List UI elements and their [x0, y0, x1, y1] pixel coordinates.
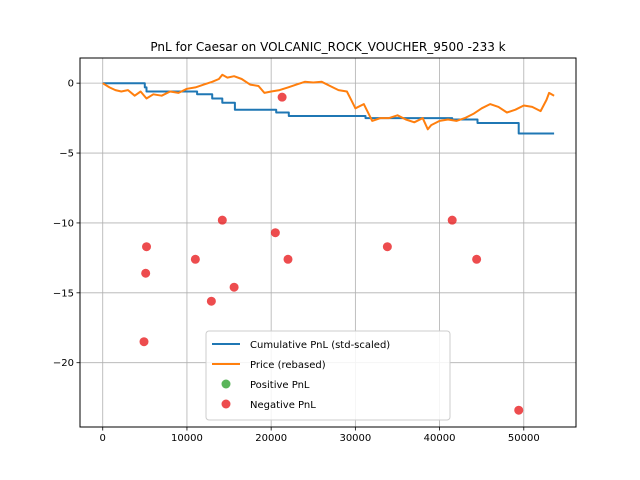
- x-tick-label: 40000: [424, 433, 456, 444]
- x-tick-label: 0: [100, 433, 106, 444]
- negative-pnl-point: [142, 242, 152, 252]
- axis-ticks: 0 10000 20000 30000 40000 50000 0 −5 −10 −15 −20: [53, 79, 540, 444]
- cumulative-pnl-line: [102, 82, 555, 135]
- y-tick-label: 0: [68, 79, 74, 90]
- pnl-markers: [139, 92, 524, 415]
- y-tick-label: −10: [53, 218, 74, 229]
- negative-pnl-point: [190, 254, 200, 264]
- negative-pnl-point: [206, 296, 216, 306]
- series-lines: [102, 73, 555, 135]
- y-tick-label: −5: [59, 149, 74, 160]
- negative-pnl-point: [472, 254, 482, 264]
- x-tick-label: 30000: [339, 433, 371, 444]
- negative-pnl-point: [283, 254, 293, 264]
- x-tick-label: 50000: [508, 433, 540, 444]
- plot-frame: [79, 57, 577, 428]
- legend-positive-pnl-swatch: [221, 379, 231, 389]
- legend-price-label: Price (rebased): [250, 360, 326, 371]
- legend-cumulative-pnl-label: Cumulative PnL (std-scaled): [250, 340, 390, 351]
- price-line: [102, 73, 555, 131]
- chart-title: PnL for Caesar on VOLCANIC_ROCK_VOUCHER_…: [150, 40, 505, 54]
- legend-box: [205, 330, 451, 421]
- x-tick-label: 10000: [171, 433, 203, 444]
- negative-pnl-point: [139, 337, 149, 347]
- y-tick-label: −15: [53, 288, 74, 299]
- negative-pnl-point: [447, 215, 457, 225]
- negative-pnl-point: [382, 242, 392, 252]
- negative-pnl-point: [277, 92, 287, 102]
- legend-positive-pnl-label: Positive PnL: [250, 380, 310, 391]
- negative-pnl-point: [270, 228, 280, 238]
- legend-negative-pnl-swatch: [221, 399, 231, 409]
- negative-pnl-point: [217, 215, 227, 225]
- negative-pnl-point: [514, 405, 524, 415]
- legend: Cumulative PnL (std-scaled) Price (rebase…: [205, 330, 451, 421]
- negative-pnl-point: [141, 268, 151, 278]
- negative-pnl-point: [229, 282, 239, 292]
- y-tick-label: −20: [53, 358, 74, 369]
- legend-negative-pnl-label: Negative PnL: [250, 400, 316, 411]
- x-tick-label: 20000: [255, 433, 287, 444]
